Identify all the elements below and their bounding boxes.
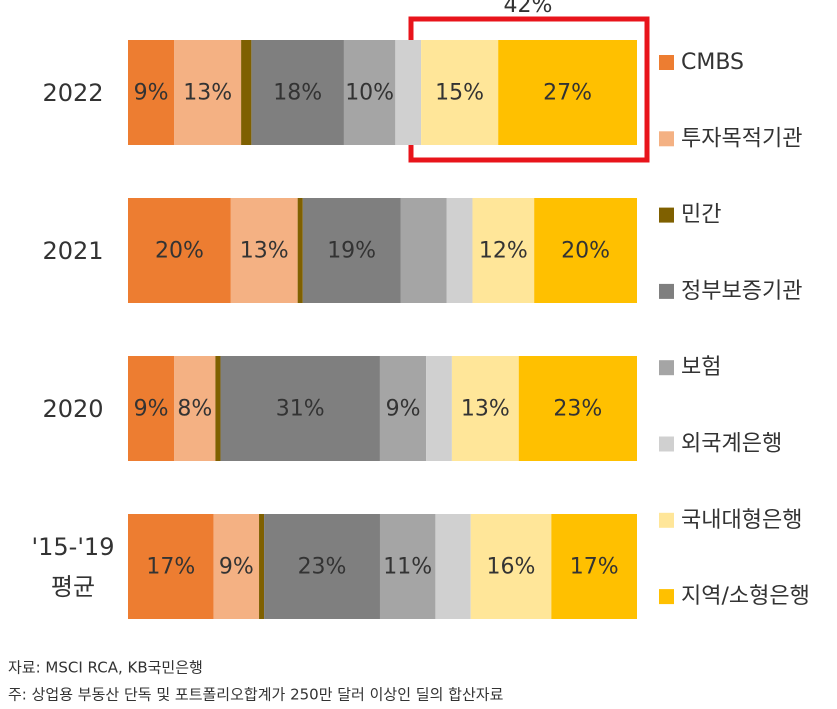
bar-segment xyxy=(220,356,380,461)
bar-segment xyxy=(395,40,422,145)
data-label: 23% xyxy=(298,555,347,580)
bar-segment xyxy=(451,356,519,461)
bar-segment xyxy=(446,198,473,303)
data-label: 13% xyxy=(240,239,289,264)
category-label: 2022 xyxy=(42,78,104,107)
data-label: 15% xyxy=(435,81,484,106)
bar-segment xyxy=(343,40,396,145)
bar-segment xyxy=(264,514,380,619)
bar-segment xyxy=(518,356,637,461)
data-label: 13% xyxy=(461,397,510,422)
bar-segment xyxy=(215,356,221,461)
data-label: 8% xyxy=(177,397,212,422)
data-label: 9% xyxy=(219,555,254,580)
data-label: 20% xyxy=(155,239,204,264)
data-label: 11% xyxy=(383,555,432,580)
category-label: 2020 xyxy=(42,394,104,423)
bar-segment xyxy=(302,198,401,303)
bar-segment xyxy=(230,198,298,303)
bar-segment xyxy=(379,514,436,619)
category-label: 2021 xyxy=(42,236,104,265)
data-label: 27% xyxy=(543,81,592,106)
legend-swatch xyxy=(659,436,674,452)
category-label: '15-'19 평균 xyxy=(31,532,115,601)
bar-segment xyxy=(400,198,447,303)
bar-segment xyxy=(498,40,637,145)
data-label: 23% xyxy=(553,397,602,422)
bar-segment xyxy=(379,356,427,461)
legend-label: 민간 xyxy=(681,203,721,228)
legend-swatch xyxy=(659,512,674,528)
legend-label: 지역/소형은행 xyxy=(681,584,810,609)
data-label: 10% xyxy=(345,81,394,106)
legend-swatch xyxy=(659,207,674,223)
source: 자료: MSCI RCA, KB국민은행 xyxy=(8,659,203,677)
legend-swatch xyxy=(659,360,674,376)
bar-segment xyxy=(472,198,535,303)
data-label: 16% xyxy=(487,555,536,580)
bar-segment xyxy=(470,514,552,619)
bar-segment xyxy=(128,356,175,461)
data-label: 31% xyxy=(276,397,325,422)
data-label: 17% xyxy=(570,555,619,580)
legend-label: CMBS xyxy=(681,50,744,75)
bar-segment xyxy=(128,514,214,619)
legend-label: 정부보증기관 xyxy=(681,279,802,304)
bar-segment xyxy=(421,40,499,145)
bar-segment xyxy=(128,40,175,145)
annotation: 42% xyxy=(504,0,553,18)
bar-segment xyxy=(426,356,452,461)
bar-segment xyxy=(259,514,265,619)
data-label: 12% xyxy=(479,239,528,264)
bar-segment xyxy=(174,40,242,145)
bar-segment xyxy=(251,40,344,145)
data-label: 9% xyxy=(386,397,421,422)
bar-segment xyxy=(213,514,260,619)
bar-segment xyxy=(534,198,637,303)
data-label: 18% xyxy=(273,81,322,106)
legend-label: 국내대형은행 xyxy=(681,508,802,533)
bar-segment xyxy=(174,356,216,461)
bar-segment xyxy=(297,198,303,303)
bar-segment xyxy=(435,514,471,619)
data-label: 17% xyxy=(146,555,195,580)
legend-swatch xyxy=(659,283,674,299)
data-label: 13% xyxy=(183,81,232,106)
legend-swatch xyxy=(659,55,674,70)
legend-swatch xyxy=(659,131,674,147)
bar-segment xyxy=(241,40,252,145)
legend-label: 외국계은행 xyxy=(681,432,782,457)
bar-segment xyxy=(551,514,637,619)
legend-label: 보험 xyxy=(681,355,721,380)
legend-label: 투자목적기관 xyxy=(681,126,802,151)
data-label: 19% xyxy=(327,239,376,264)
legend-swatch xyxy=(659,589,674,605)
bar-segment xyxy=(128,198,231,303)
data-label: 9% xyxy=(134,81,169,106)
data-label: 9% xyxy=(134,397,169,422)
data-label: 20% xyxy=(561,239,610,264)
note: 주: 상업용 부동산 단독 및 포트폴리오합계가 250만 달러 이상인 딜의 … xyxy=(8,686,504,704)
